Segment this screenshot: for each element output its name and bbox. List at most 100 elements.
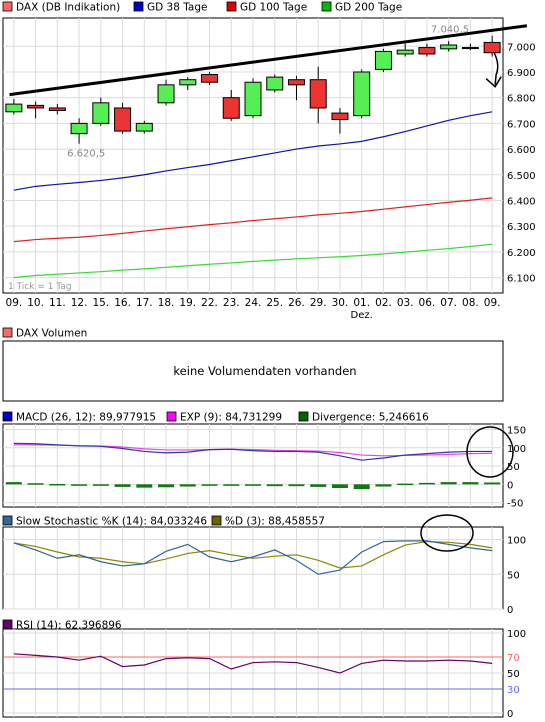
candle-body: [27, 104, 45, 109]
low-annotation: 6.620,5: [67, 149, 105, 160]
candle-body: [461, 47, 479, 50]
x-tick-label: 24.: [245, 297, 262, 309]
gd200-line: [13, 243, 493, 279]
divergence-bar: [158, 484, 175, 488]
legend-swatch: [166, 411, 177, 422]
candle-body: [266, 76, 284, 91]
divergence-bar: [331, 484, 348, 488]
candle-body: [92, 102, 110, 124]
divergence-bar: [310, 484, 327, 487]
candle-body: [48, 107, 66, 112]
candle-body: [396, 49, 414, 55]
price-ytick-label: 6.500: [507, 171, 536, 182]
legend-swatch: [2, 515, 13, 526]
stoch-d-line: [13, 540, 493, 569]
legend-swatch: [211, 515, 222, 526]
divergence-bar: [179, 484, 196, 487]
macd-highlight-circle: [466, 426, 514, 478]
stoch-legend-label: Slow Stochastic %K (14): 84,033246: [16, 516, 207, 528]
x-tick-label: 03.: [397, 297, 414, 309]
x-tick-label: 25.: [266, 297, 283, 309]
candle-body: [418, 47, 436, 55]
divergence-bar: [484, 482, 501, 485]
rsi-ytick-label: 100: [507, 629, 526, 640]
high-annotation: 7.040,5: [431, 25, 469, 36]
candle-body: [201, 74, 219, 83]
x-tick-label: 30.: [332, 297, 349, 309]
price-ytick-label: 6.800: [507, 94, 536, 105]
legend-swatch: [2, 619, 13, 630]
x-tick-label: 29.: [310, 297, 327, 309]
macd-ytick-label: -50: [507, 499, 523, 510]
candle-body: [440, 44, 458, 50]
macd-ytick-label: 100: [507, 444, 526, 455]
legend-label: GD 200 Tage: [335, 2, 402, 14]
stoch-ytick-label: 50: [507, 570, 520, 581]
divergence-bar: [92, 484, 109, 486]
legend-swatch: [2, 327, 13, 338]
x-tick-label: 23.: [223, 297, 240, 309]
x-tick-label: 02.: [375, 297, 392, 309]
price-ytick-label: 6.100: [507, 274, 536, 285]
stoch-k-line: [13, 540, 493, 575]
divergence-bar: [245, 484, 261, 486]
macd-legend-label: MACD (26, 12): 89,977915: [16, 412, 156, 424]
stoch-ytick-label: 100: [507, 536, 526, 547]
candle-body: [353, 71, 371, 117]
legend-swatch: [2, 1, 13, 12]
legend-label: GD 100 Tage: [240, 2, 307, 14]
candle-body: [114, 107, 132, 132]
legend-label: DAX (DB Indikation): [16, 2, 120, 14]
rsi-ytick-label: 50: [507, 669, 520, 680]
x-tick-label: 09.: [484, 297, 501, 309]
tick-annotation: 1 Tick = 1 Tag: [8, 282, 72, 292]
x-tick-label: 08.: [462, 297, 479, 309]
candle-body: [287, 79, 305, 86]
price-ytick-label: 6.900: [507, 68, 536, 79]
divergence-bar: [201, 484, 218, 486]
x-tick-label: 09.: [6, 297, 23, 309]
x-tick-label: 12.: [71, 297, 88, 309]
candle-body: [222, 97, 240, 119]
candle-body: [374, 50, 392, 70]
divergence-bar: [288, 484, 305, 487]
price-ytick-label: 7.000: [507, 42, 536, 53]
macd-ytick-label: 50: [507, 462, 520, 473]
x-tick-label: 15.: [92, 297, 109, 309]
stoch-highlight-circle: [420, 514, 474, 552]
arrow-head: [485, 76, 502, 88]
stoch-ytick-label: 0: [507, 605, 513, 616]
candle-body: [135, 122, 153, 132]
price-ytick-label: 6.300: [507, 222, 536, 233]
legend-swatch: [321, 1, 332, 12]
macd-legend-label: EXP (9): 84,731299: [180, 412, 282, 424]
divergence-bar: [440, 482, 457, 485]
macd-ytick-label: 0: [507, 480, 513, 491]
candle-body: [483, 41, 501, 54]
x-tick-label: 01.: [353, 297, 370, 309]
x-tick-label: 11.: [49, 297, 66, 309]
x-tick-label: 26.: [288, 297, 305, 309]
trendline: [9, 24, 528, 97]
legend-swatch: [298, 411, 309, 422]
divergence-bar: [114, 484, 131, 487]
divergence-bar: [462, 482, 479, 485]
arrow-stroke: [493, 52, 499, 85]
macd-ytick-label: 150: [507, 425, 526, 436]
x-tick-label: 06.: [419, 297, 436, 309]
rsi-ytick-label: 0: [507, 709, 513, 720]
divergence-bar: [136, 484, 153, 488]
candle-body: [70, 122, 88, 135]
price-ytick-label: 6.700: [507, 119, 536, 130]
divergence-bar: [418, 482, 435, 485]
divergence-bar: [266, 484, 283, 487]
candle-body: [157, 84, 175, 104]
stoch-legend-label: %D (3): 88,458557: [225, 516, 325, 528]
divergence-bar: [223, 484, 240, 486]
x-tick-label: 10.: [27, 297, 44, 309]
legend-swatch: [2, 411, 13, 422]
volume-message: keine Volumendaten vorhanden: [173, 364, 356, 378]
candle-body: [5, 103, 23, 113]
x-tick-label: 07.: [440, 297, 457, 309]
